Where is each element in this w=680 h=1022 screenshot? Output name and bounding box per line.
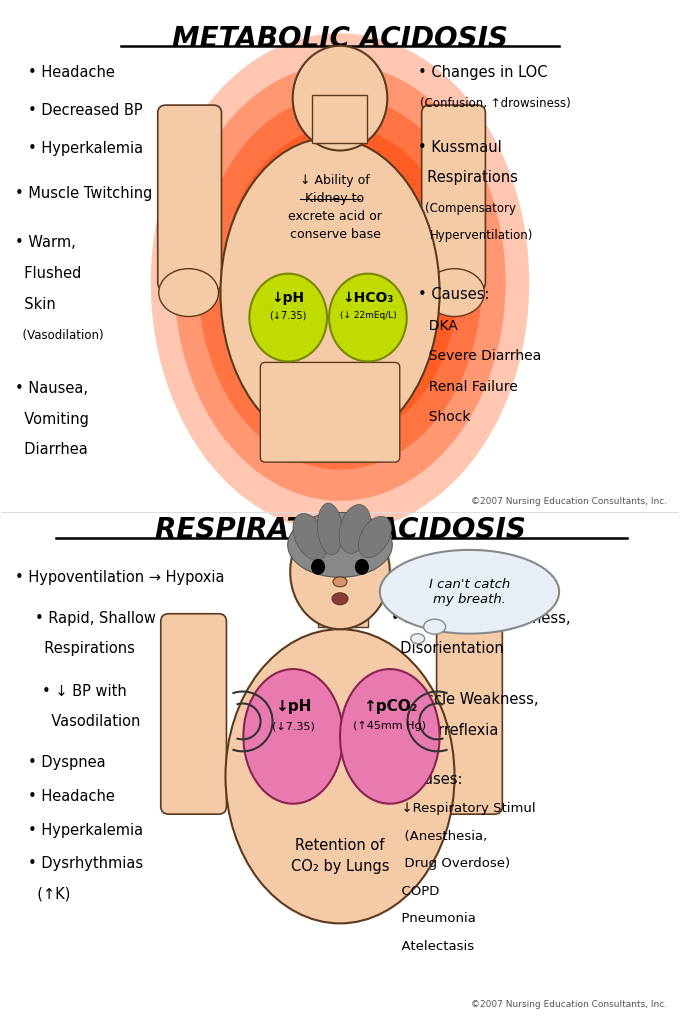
Ellipse shape xyxy=(250,274,327,362)
Text: Retention of
CO₂ by Lungs: Retention of CO₂ by Lungs xyxy=(291,838,389,874)
Text: • Dysrhythmias: • Dysrhythmias xyxy=(29,856,143,871)
Ellipse shape xyxy=(175,64,505,501)
Text: (↓7.35): (↓7.35) xyxy=(272,722,315,732)
Ellipse shape xyxy=(292,221,388,345)
Text: Atelectasis: Atelectasis xyxy=(393,939,474,953)
Ellipse shape xyxy=(220,138,439,448)
Text: • Causes:: • Causes: xyxy=(391,772,462,787)
Text: Drug Overdose): Drug Overdose) xyxy=(396,857,509,870)
Ellipse shape xyxy=(411,634,424,644)
Text: • Muscle Weakness,: • Muscle Weakness, xyxy=(391,692,539,707)
Ellipse shape xyxy=(245,158,435,408)
Ellipse shape xyxy=(333,576,347,587)
Text: Disorientation: Disorientation xyxy=(391,641,504,656)
Ellipse shape xyxy=(290,514,390,630)
Text: • Warm,: • Warm, xyxy=(15,235,75,250)
Text: Diarrhea: Diarrhea xyxy=(15,443,88,458)
Text: • Drowsiness, Dizziness,: • Drowsiness, Dizziness, xyxy=(391,610,571,625)
Ellipse shape xyxy=(151,34,529,531)
Ellipse shape xyxy=(424,619,445,635)
Text: Hyperreflexia: Hyperreflexia xyxy=(391,723,498,738)
Text: (Compensatory: (Compensatory xyxy=(424,201,515,215)
Text: Shock: Shock xyxy=(420,410,471,424)
Ellipse shape xyxy=(222,127,458,438)
FancyBboxPatch shape xyxy=(312,95,367,143)
Text: Skin: Skin xyxy=(15,296,56,312)
Ellipse shape xyxy=(380,550,559,634)
FancyBboxPatch shape xyxy=(422,105,486,290)
Ellipse shape xyxy=(226,630,454,923)
Text: Respirations: Respirations xyxy=(418,171,517,185)
Text: (Vasodilation): (Vasodilation) xyxy=(15,329,103,342)
Text: (↓7.35): (↓7.35) xyxy=(269,311,307,321)
Text: (Anesthesia,: (Anesthesia, xyxy=(396,830,487,842)
FancyBboxPatch shape xyxy=(160,614,226,815)
Text: • Dyspnea: • Dyspnea xyxy=(29,755,106,771)
Ellipse shape xyxy=(243,669,343,803)
Text: RESPIRATORY ACIDOSIS: RESPIRATORY ACIDOSIS xyxy=(154,516,526,544)
Text: METABOLIC ACIDOSIS: METABOLIC ACIDOSIS xyxy=(172,26,508,53)
Text: • Hyperkalemia: • Hyperkalemia xyxy=(29,823,143,837)
Text: • Rapid, Shallow: • Rapid, Shallow xyxy=(35,610,156,625)
Text: COPD: COPD xyxy=(393,885,439,897)
Text: • ↓ BP with: • ↓ BP with xyxy=(42,684,126,699)
Text: Severe Diarrhea: Severe Diarrhea xyxy=(420,350,541,363)
Text: • Causes:: • Causes: xyxy=(418,287,490,303)
Text: (↓ 22mEq/L): (↓ 22mEq/L) xyxy=(339,311,396,320)
Text: I can't catch
my breath.: I can't catch my breath. xyxy=(429,577,510,606)
Text: Respirations: Respirations xyxy=(35,641,135,656)
Text: • Headache: • Headache xyxy=(29,789,116,804)
Ellipse shape xyxy=(198,96,482,470)
FancyBboxPatch shape xyxy=(260,363,400,462)
Text: Renal Failure: Renal Failure xyxy=(420,379,517,393)
Text: ©2007 Nursing Education Consultants, Inc.: ©2007 Nursing Education Consultants, Inc… xyxy=(471,497,666,506)
Ellipse shape xyxy=(355,559,369,574)
Text: • Headache: • Headache xyxy=(29,65,116,81)
Text: Flushed: Flushed xyxy=(15,266,82,281)
FancyBboxPatch shape xyxy=(158,105,222,290)
Text: • Changes in LOC: • Changes in LOC xyxy=(418,65,547,81)
Text: ©2007 Nursing Education Consultants, Inc.: ©2007 Nursing Education Consultants, Inc… xyxy=(471,1000,666,1009)
Text: Vasodilation: Vasodilation xyxy=(42,714,140,730)
Ellipse shape xyxy=(293,513,327,560)
Text: • Kussmaul: • Kussmaul xyxy=(418,140,502,154)
Text: ↓Respiratory Stimul: ↓Respiratory Stimul xyxy=(393,802,535,816)
Ellipse shape xyxy=(311,559,325,574)
FancyBboxPatch shape xyxy=(318,574,368,626)
Text: (↑K): (↑K) xyxy=(29,887,71,901)
Ellipse shape xyxy=(340,669,439,803)
Text: ↑pCO₂: ↑pCO₂ xyxy=(362,699,417,714)
Ellipse shape xyxy=(329,274,407,362)
Ellipse shape xyxy=(269,189,411,376)
Ellipse shape xyxy=(158,269,218,317)
Ellipse shape xyxy=(358,516,391,558)
Ellipse shape xyxy=(332,593,348,605)
Text: • Hyperkalemia: • Hyperkalemia xyxy=(29,141,143,155)
Text: (↑45mm Hg): (↑45mm Hg) xyxy=(354,722,426,732)
Text: Pneumonia: Pneumonia xyxy=(393,913,476,925)
Ellipse shape xyxy=(316,251,364,314)
Text: ↓ Ability of
Kidney to
excrete acid or
conserve base: ↓ Ability of Kidney to excrete acid or c… xyxy=(288,175,382,241)
Text: ↓HCO₃: ↓HCO₃ xyxy=(342,290,394,305)
Ellipse shape xyxy=(292,46,388,150)
Text: ↓pH: ↓pH xyxy=(275,699,311,714)
Text: • Decreased BP: • Decreased BP xyxy=(29,103,143,118)
Text: (Confusion, ↑drowsiness): (Confusion, ↑drowsiness) xyxy=(420,97,571,109)
Text: DKA: DKA xyxy=(420,319,458,332)
Text: Vomiting: Vomiting xyxy=(15,412,89,427)
Text: • Muscle Twitching: • Muscle Twitching xyxy=(15,186,152,200)
Text: ↓pH: ↓pH xyxy=(271,290,305,305)
Text: • Hypoventilation → Hypoxia: • Hypoventilation → Hypoxia xyxy=(15,569,224,585)
Ellipse shape xyxy=(288,512,392,577)
Text: Hyperventilation): Hyperventilation) xyxy=(429,229,532,242)
Ellipse shape xyxy=(318,503,343,555)
Ellipse shape xyxy=(339,505,371,553)
FancyBboxPatch shape xyxy=(437,614,503,815)
Text: • Nausea,: • Nausea, xyxy=(15,381,88,397)
Ellipse shape xyxy=(424,269,484,317)
